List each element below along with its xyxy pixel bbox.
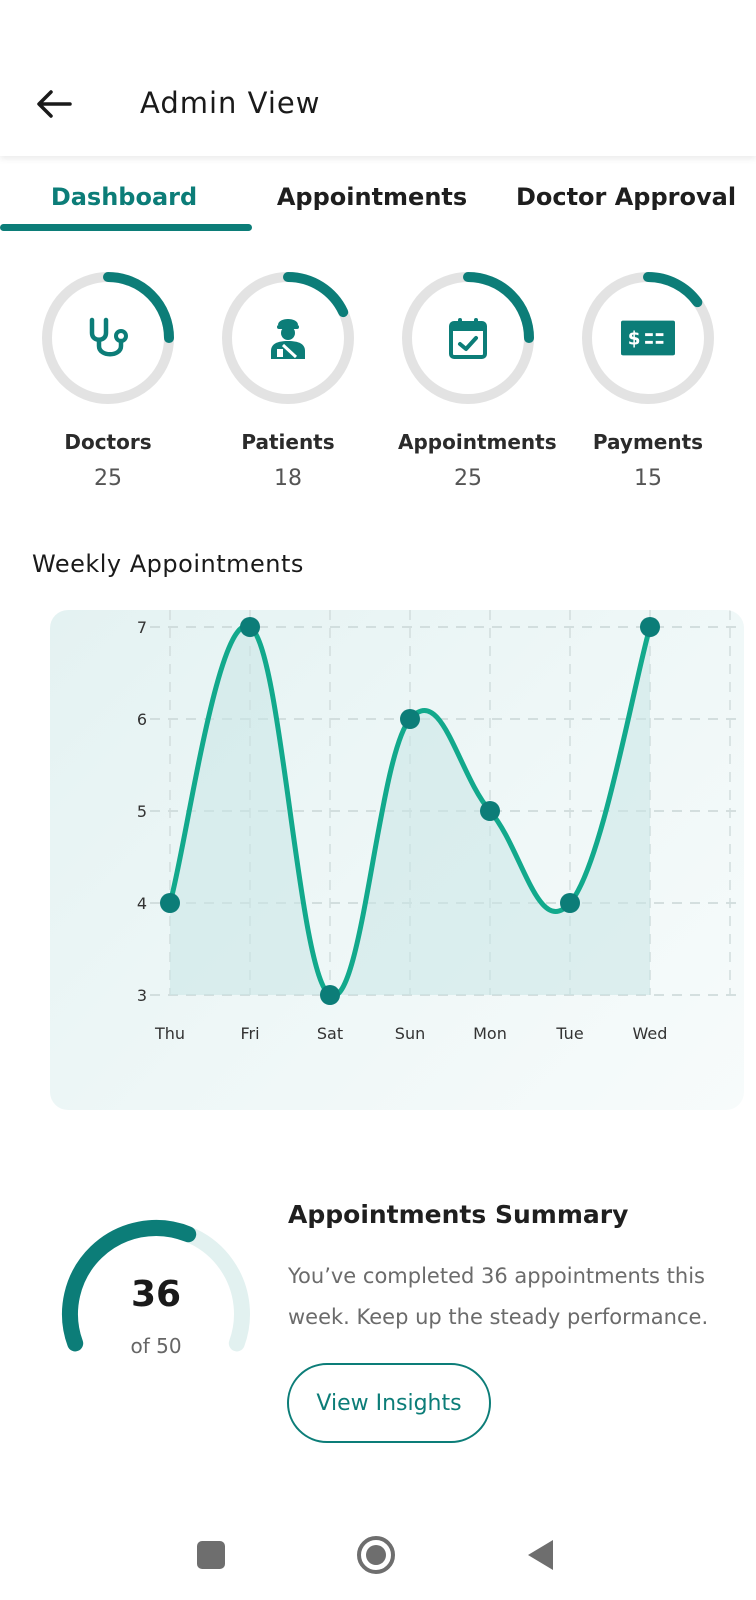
- summary-text: You’ve completed 36 appointments this we…: [288, 1264, 709, 1329]
- recents-button[interactable]: [186, 1530, 236, 1580]
- y-tick-label: 4: [137, 894, 147, 913]
- x-tick-label: Tue: [555, 1024, 583, 1043]
- recents-square-icon: [197, 1541, 225, 1569]
- home-circle-icon: [357, 1536, 395, 1574]
- gauge-fill: [62, 1220, 197, 1352]
- y-tick-label: 3: [137, 986, 147, 1005]
- system-back-button[interactable]: [515, 1530, 565, 1580]
- data-point[interactable]: [400, 709, 420, 729]
- calendar-check-icon: [441, 311, 495, 365]
- gauge-svg: [62, 1220, 250, 1352]
- data-point[interactable]: [480, 801, 500, 821]
- stat-payments[interactable]: $ Payments 15: [578, 268, 718, 491]
- progress-ring: [582, 272, 714, 404]
- chart-svg: 3 4 5 6 7 Thu Fri Sat Sun Mon Tue Wed: [137, 610, 744, 1043]
- stat-value: 15: [634, 466, 662, 491]
- system-nav-bar: [0, 1510, 756, 1600]
- gauge-value: 36: [130, 1274, 182, 1315]
- stat-label: Payments: [592, 430, 704, 454]
- weekly-appointments-chart: 3 4 5 6 7 Thu Fri Sat Sun Mon Tue Wed: [50, 610, 744, 1110]
- tab-doctor-approval[interactable]: Doctor Approval: [515, 183, 737, 211]
- stat-label: Appointments: [398, 430, 557, 454]
- data-point[interactable]: [560, 893, 580, 913]
- progress-ring: [402, 272, 534, 404]
- back-triangle-icon: [528, 1540, 553, 1570]
- svg-text:$: $: [628, 329, 641, 350]
- tab-appointments[interactable]: Appointments: [276, 183, 468, 211]
- weekly-appointments-title: Weekly Appointments: [32, 550, 304, 578]
- payment-card-icon: $: [621, 311, 675, 365]
- appointments-gauge: 36 of 50: [56, 1212, 256, 1382]
- home-button[interactable]: [351, 1530, 401, 1580]
- data-point[interactable]: [240, 617, 260, 637]
- gauge-total: of 50: [130, 1334, 182, 1358]
- data-point[interactable]: [640, 617, 660, 637]
- stat-doctors[interactable]: Doctors 25: [38, 268, 178, 491]
- y-tick-label: 7: [137, 618, 147, 637]
- y-tick-label: 5: [137, 802, 147, 821]
- arrow-left-icon: [37, 90, 72, 118]
- stethoscope-icon: [81, 311, 135, 365]
- back-button[interactable]: [30, 80, 78, 128]
- stat-value: 18: [274, 466, 302, 491]
- stat-label: Doctors: [64, 430, 152, 454]
- x-tick-label: Mon: [473, 1024, 507, 1043]
- x-tick-label: Fri: [240, 1024, 259, 1043]
- data-point[interactable]: [160, 893, 180, 913]
- x-tick-label: Sun: [395, 1024, 425, 1043]
- stat-value: 25: [454, 466, 482, 491]
- patient-icon: [261, 311, 315, 365]
- x-tick-label: Wed: [633, 1024, 668, 1043]
- stat-patients[interactable]: Patients 18: [218, 268, 358, 491]
- view-insights-button[interactable]: View Insights: [287, 1363, 491, 1443]
- active-tab-indicator: [0, 224, 252, 231]
- progress-ring: [222, 272, 354, 404]
- series-area: [170, 625, 650, 996]
- top-app-bar: Admin View: [0, 0, 756, 156]
- x-tick-label: Thu: [154, 1024, 185, 1043]
- data-point[interactable]: [320, 985, 340, 1005]
- stat-value: 25: [94, 466, 122, 491]
- tab-dashboard[interactable]: Dashboard: [50, 183, 198, 211]
- summary-title: Appointments Summary: [288, 1200, 629, 1229]
- stat-label: Patients: [241, 430, 335, 454]
- page-title: Admin View: [140, 86, 321, 120]
- x-tick-label: Sat: [317, 1024, 343, 1043]
- y-tick-label: 6: [137, 710, 147, 729]
- stat-appointments[interactable]: Appointments 25: [398, 268, 557, 491]
- progress-ring: [42, 272, 174, 404]
